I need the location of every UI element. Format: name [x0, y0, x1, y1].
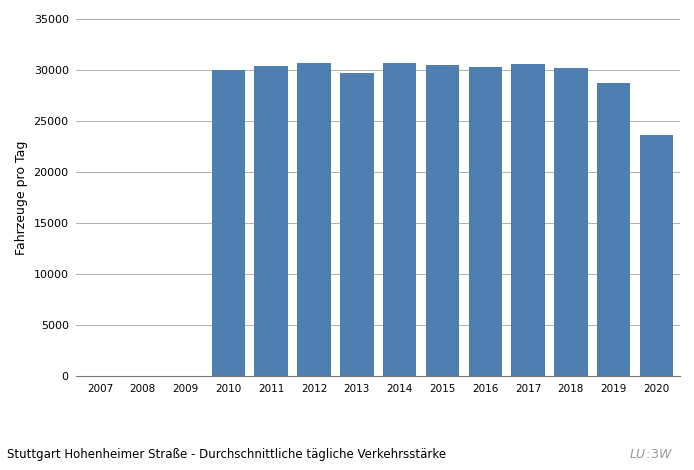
Bar	[255, 66, 288, 376]
Bar	[597, 83, 630, 376]
Bar	[425, 65, 459, 376]
Bar	[555, 68, 588, 376]
Bar	[297, 63, 331, 376]
Bar	[212, 70, 245, 376]
Bar	[640, 135, 673, 376]
Text: Stuttgart Hohenheimer Straße - Durchschnittliche tägliche Verkehrsstärke: Stuttgart Hohenheimer Straße - Durchschn…	[7, 447, 446, 461]
Bar	[383, 63, 416, 376]
Bar	[468, 67, 502, 376]
Y-axis label: Fahrzeuge pro Tag: Fahrzeuge pro Tag	[15, 140, 28, 255]
Text: $\mathit{LU\!:\!3W}$: $\mathit{LU\!:\!3W}$	[629, 447, 673, 461]
Bar	[340, 73, 373, 376]
Bar	[511, 64, 545, 376]
